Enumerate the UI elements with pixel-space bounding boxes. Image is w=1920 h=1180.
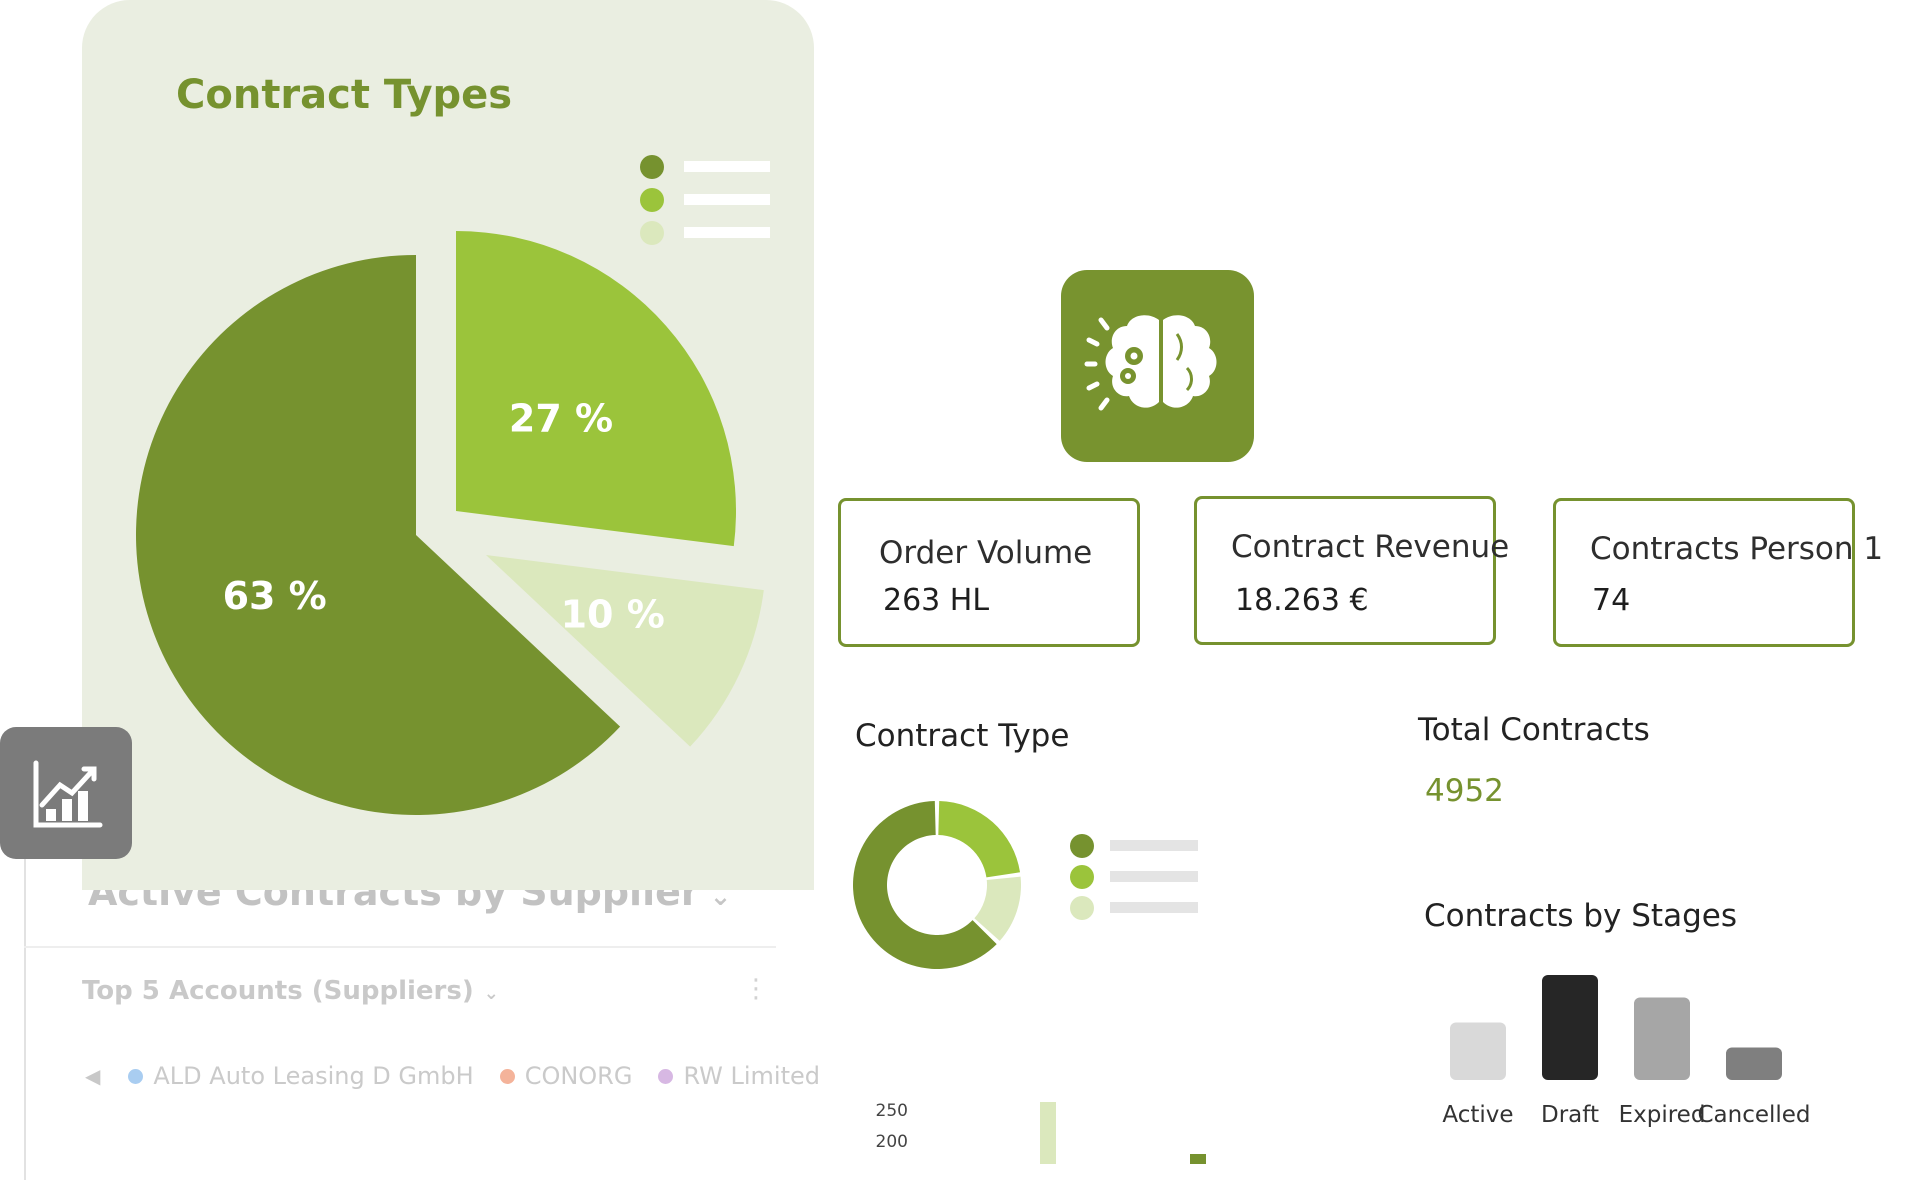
legend-label: CONORG: [524, 1062, 633, 1090]
legend-dot: [1070, 833, 1094, 858]
contract-types-pie-chart: 63 % 27 % 10 %: [136, 231, 764, 815]
stage-label: Active: [1442, 1102, 1513, 1128]
supplier-card-subtitle[interactable]: Top 5 Accounts (Suppliers) ⌄: [82, 976, 499, 1006]
kpi-label: Contracts Person 1: [1590, 531, 1884, 567]
kpi-value: 74: [1592, 583, 1631, 618]
legend-placeholder-bar: [684, 194, 770, 205]
supplier-legend: ◀ ALD Auto Leasing D GmbH CONORG RW Limi…: [85, 1062, 846, 1090]
supplier-contracts-card: [24, 850, 786, 1180]
supplier-card-subtitle-text: Top 5 Accounts (Suppliers): [82, 976, 474, 1006]
chevron-down-icon[interactable]: ⌄: [483, 983, 499, 1004]
donut-slice[interactable]: [974, 876, 1021, 941]
legend-label: ALD Auto Leasing D GmbH: [153, 1062, 474, 1090]
total-contracts-title: Total Contracts: [1418, 712, 1650, 748]
legend-dot: [499, 1068, 515, 1084]
legend-dot: [1070, 895, 1094, 920]
kpi-value: 263 HL: [883, 583, 990, 618]
pie-slice[interactable]: [136, 254, 621, 815]
contracts-by-stages-title: Contracts by Stages: [1424, 898, 1737, 934]
legend-dot: [1070, 864, 1094, 889]
y-tick-label: 250: [876, 1101, 908, 1121]
bar[interactable]: [1040, 1102, 1056, 1164]
legend-item: [640, 150, 770, 183]
legend-item: [1070, 892, 1198, 923]
legend-placeholder-bar: [1110, 840, 1198, 851]
pie-slice[interactable]: [486, 555, 764, 747]
kpi-label: Contract Revenue: [1231, 529, 1510, 565]
legend-dot: [640, 154, 664, 179]
legend-dot: [640, 187, 664, 212]
legend-item[interactable]: RW Limited: [658, 1062, 820, 1090]
caret-left-icon[interactable]: ◀: [85, 1064, 101, 1088]
pie-slice-label: 63 %: [223, 574, 327, 618]
bar[interactable]: [1190, 1154, 1206, 1164]
donut-slice[interactable]: [938, 801, 1021, 878]
pie-slice[interactable]: [456, 231, 736, 547]
legend-item: [1070, 861, 1198, 892]
stage-bar[interactable]: [1634, 997, 1690, 1081]
contract-type-legend: [1070, 830, 1198, 923]
divider: [24, 946, 776, 948]
contract-types-legend: [640, 150, 770, 249]
kpi-value: 18.263 €: [1235, 583, 1369, 618]
y-tick-label: 200: [876, 1132, 908, 1152]
brain-tile[interactable]: [1061, 270, 1254, 462]
contract-types-title: Contract Types: [176, 72, 513, 118]
legend-placeholder-bar: [1110, 902, 1198, 913]
partial-bar-chart: 250 200: [876, 1101, 1206, 1164]
kpi-contract-revenue-card[interactable]: Contract Revenue 18.263 €: [1194, 496, 1509, 645]
legend-placeholder-bar: [684, 227, 770, 238]
bar-chart-icon: [33, 760, 103, 828]
pie-slice-label: 27 %: [509, 396, 613, 440]
legend-dot: [128, 1068, 144, 1084]
kpi-label: Order Volume: [879, 535, 1093, 571]
contract-type-donut-chart: [853, 801, 1021, 969]
contract-type-title: Contract Type: [855, 718, 1070, 754]
legend-label: RW Limited: [683, 1062, 821, 1090]
legend-item: [640, 183, 770, 216]
legend-dot: [658, 1068, 674, 1084]
kebab-menu-icon[interactable]: ⋮: [743, 974, 769, 1004]
chart-tile[interactable]: [0, 727, 132, 859]
donut-slice[interactable]: [853, 801, 997, 969]
total-contracts-value: 4952: [1425, 773, 1504, 809]
stage-bar[interactable]: [1542, 975, 1598, 1080]
legend-placeholder-bar: [1110, 871, 1198, 882]
brain-gears-icon: [1084, 315, 1217, 411]
stage-bar[interactable]: [1450, 1022, 1506, 1081]
legend-item: [1070, 830, 1198, 861]
kpi-order-volume-card[interactable]: Order Volume 263 HL: [838, 498, 1140, 647]
stage-label: Expired: [1619, 1102, 1706, 1128]
stage-label: Draft: [1541, 1102, 1599, 1128]
kpi-contracts-person-card[interactable]: Contracts Person 1 74: [1553, 498, 1883, 647]
stage-label: Cancelled: [1697, 1102, 1810, 1128]
legend-placeholder-bar: [684, 161, 770, 172]
legend-item[interactable]: CONORG: [499, 1062, 633, 1090]
stage-bar[interactable]: [1726, 1047, 1782, 1081]
pie-slice-label: 10 %: [561, 593, 665, 637]
legend-item: [640, 216, 770, 249]
legend-item[interactable]: ALD Auto Leasing D GmbH: [128, 1062, 474, 1090]
legend-dot: [640, 220, 664, 245]
